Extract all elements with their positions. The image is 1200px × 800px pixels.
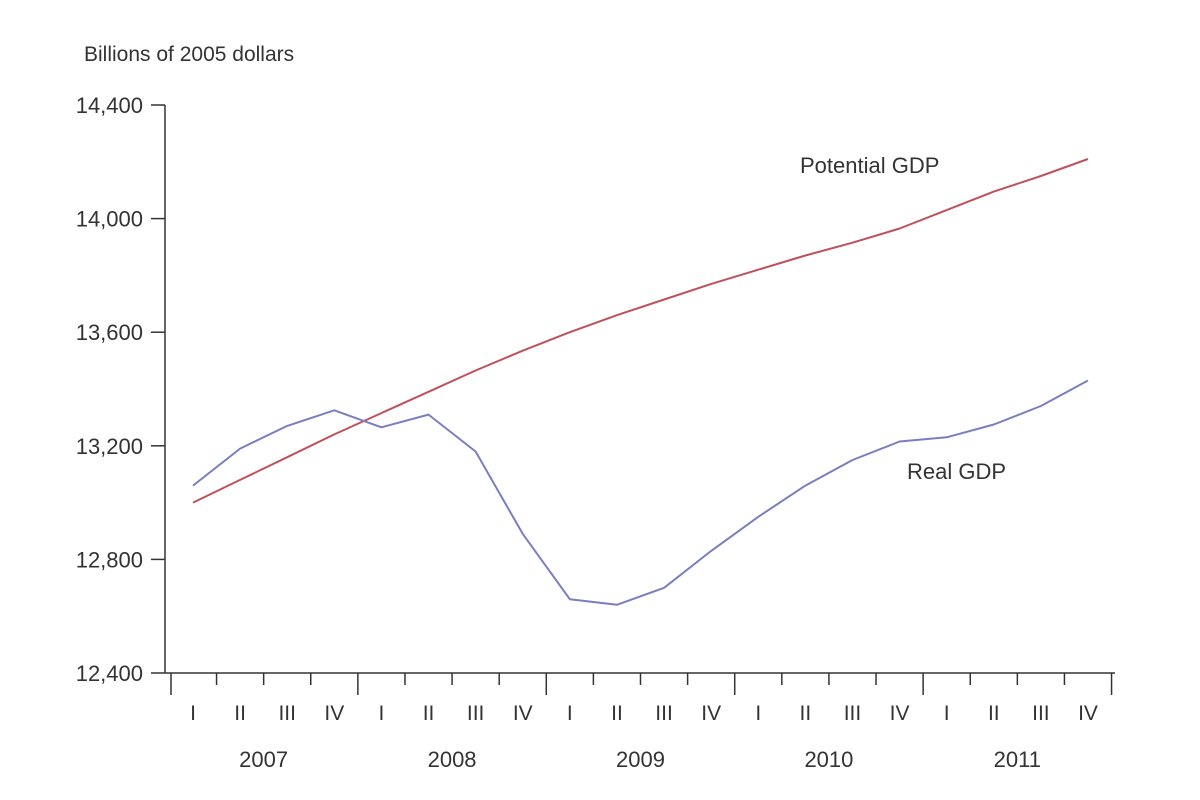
real-gdp-line [192, 379, 1089, 606]
potential-gdp-line [192, 158, 1089, 504]
y-axis: 12,400 12,800 13,200 13,600 14,000 14,400 [76, 93, 166, 686]
x-tick-label: IV [890, 702, 910, 725]
x-tick-label: IV [1078, 702, 1098, 725]
x-tick-label: II [234, 702, 246, 725]
x-tick-label: II [423, 702, 435, 725]
x-axis: I II III IV I II III IV I II III IV I II III IV I II III IV… [165, 672, 1115, 772]
x-tick-label: III [655, 702, 673, 725]
y-axis-label: Billions of 2005 dollars [84, 43, 294, 66]
x-tick-label: IV [513, 702, 533, 725]
year-label: 2008 [428, 747, 477, 772]
year-label: 2011 [994, 747, 1041, 772]
y-tick-label: 12,400 [76, 661, 143, 686]
year-label: 2010 [804, 747, 853, 772]
y-tick-label: 12,800 [76, 547, 143, 572]
year-label: 2007 [239, 747, 288, 772]
y-tick-label: 14,000 [76, 207, 143, 232]
series-layer: Potential GDP Real GDP [192, 153, 1089, 606]
x-tick-label: III [1032, 702, 1050, 725]
x-tick-label: IV [324, 702, 344, 725]
potential-gdp-label: Potential GDP [800, 153, 939, 178]
y-tick-label: 13,600 [76, 320, 143, 345]
x-tick-label: IV [701, 702, 721, 725]
x-tick-label: II [800, 702, 812, 725]
year-label: 2009 [616, 747, 665, 772]
x-tick-label: III [467, 702, 485, 725]
y-tick-label: 14,400 [76, 93, 143, 118]
x-tick-label: II [988, 702, 1000, 725]
x-tick-label: I [567, 702, 573, 725]
real-gdp-label: Real GDP [907, 459, 1006, 484]
x-tick-label: III [844, 702, 862, 725]
x-tick-label: I [378, 702, 384, 725]
x-tick-label: I [190, 702, 196, 725]
x-tick-label: II [611, 702, 623, 725]
x-tick-label: I [944, 702, 950, 725]
x-tick-label: I [755, 702, 761, 725]
y-tick-label: 13,200 [76, 434, 143, 459]
x-tick-label: III [278, 702, 296, 725]
